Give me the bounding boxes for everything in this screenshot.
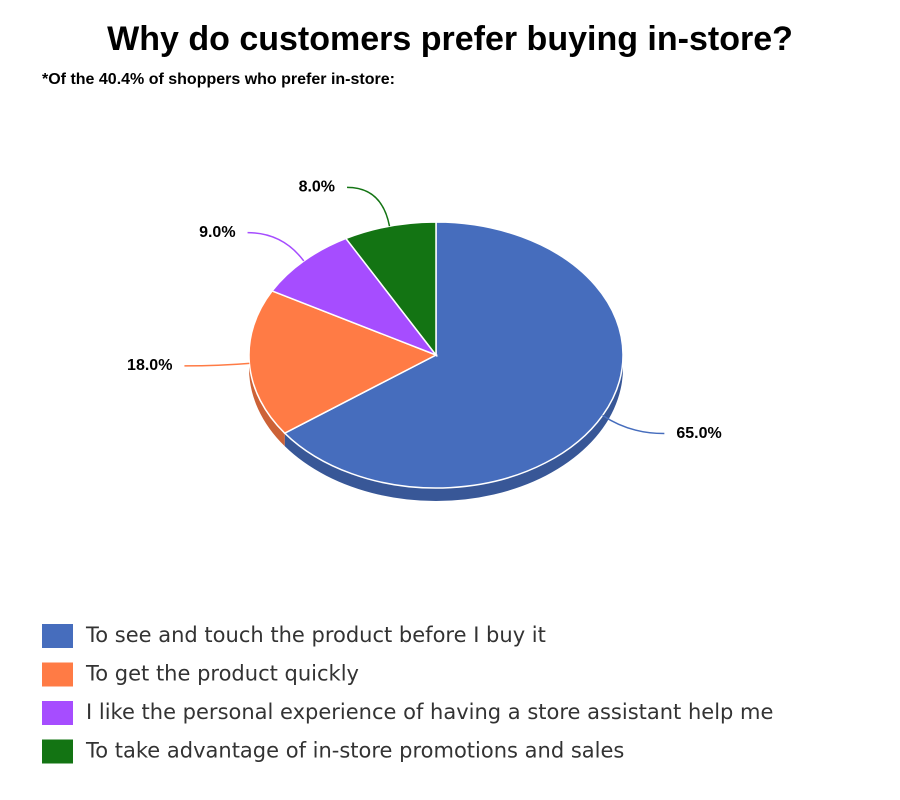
slice: [248, 290, 438, 435]
legend-swatch: [42, 701, 73, 725]
slice-side: [249, 355, 285, 447]
leader-line: [184, 362, 250, 367]
legend-swatch: [42, 739, 73, 764]
slice: [344, 221, 437, 358]
legend-swatch: [42, 624, 73, 648]
legend-label: To see and touch the product before I bu…: [85, 623, 546, 647]
legend-label: I like the personal experience of having…: [86, 700, 773, 724]
value-label: 9.0%: [199, 224, 235, 241]
value-label: 65.0%: [676, 425, 721, 442]
legend-swatch: [42, 662, 73, 687]
leader-line: [347, 186, 391, 227]
chart-title: Why do customers prefer buying in-store?: [107, 20, 793, 58]
slice: [270, 237, 439, 357]
value-label: 8.0%: [299, 179, 335, 196]
chart-subtitle: *Of the 40.4% of shoppers who prefer in-…: [42, 71, 395, 88]
leader-line: [247, 231, 305, 262]
pie-depth: [249, 355, 623, 502]
value-label: 18.0%: [127, 357, 172, 374]
legend-label: To take advantage of in-store promotions…: [85, 739, 624, 763]
legend-label: To get the product quickly: [85, 662, 359, 686]
pie: [248, 221, 624, 489]
leader-line: [602, 414, 665, 435]
